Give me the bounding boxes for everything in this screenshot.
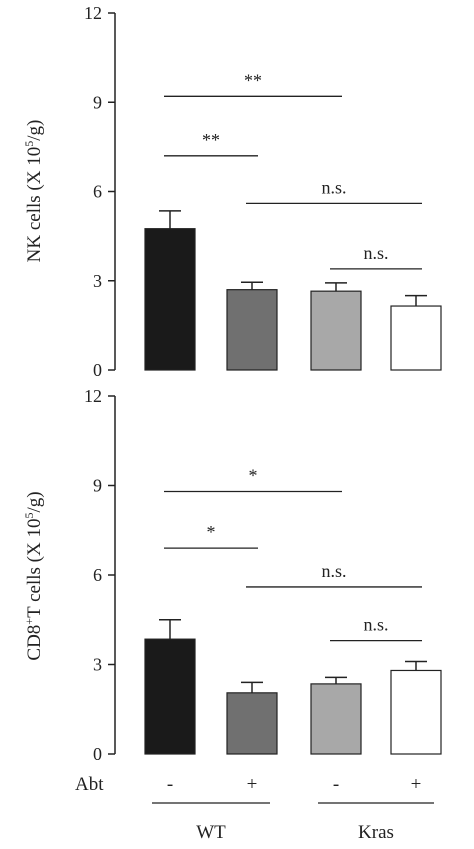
cd8-ylabel-sup: 5 — [22, 513, 36, 519]
nk-ylabel-prefix: NK cells (X 10 — [24, 147, 45, 263]
nk-ylabel-suffix: /g) — [24, 120, 45, 141]
cd8-bar-0 — [144, 638, 196, 755]
cd8-ylabel-sup1: + — [22, 618, 36, 625]
group-label-0: WT — [196, 822, 226, 843]
cd8-ytick-label-2: 6 — [93, 565, 102, 585]
cd8-ylabel-mid: T cells (X 10 — [24, 519, 45, 618]
nk-ytick-label-4: 12 — [84, 3, 102, 23]
nk-cells-panel: NK cells (X 105/g) 0 3 6 9 12 ** ** n.s. n.s. — [22, 3, 442, 380]
cd8-ytick-label-3: 9 — [93, 476, 102, 496]
x-axis-labels: Abt - + - + WT Kras — [75, 774, 434, 843]
cd8-ytick-label-1: 3 — [93, 655, 102, 675]
nk-ylabel-sup: 5 — [22, 141, 36, 147]
cd8-sig-label-1: * — [207, 522, 216, 542]
treatment-label-3: + — [411, 774, 422, 795]
nk-ylabel: NK cells (X 105/g) — [22, 120, 45, 263]
group-label-1: Kras — [358, 822, 394, 843]
cd8-ylabel: CD8+T cells (X 105/g) — [22, 491, 45, 660]
cd8-bar-1 — [226, 692, 278, 755]
cd8-bar-3 — [390, 669, 442, 755]
cd8-ytick-label-0: 0 — [93, 744, 102, 764]
nk-sig-label-3: n.s. — [363, 243, 388, 263]
nk-bar-2 — [310, 290, 362, 371]
nk-sig-label-1: ** — [202, 130, 220, 150]
cd8-ytick-label-4: 12 — [84, 386, 102, 406]
nk-sig-label-2: n.s. — [321, 177, 346, 197]
cd8-sig-label-3: n.s. — [363, 615, 388, 635]
nk-bar-0 — [144, 228, 196, 371]
nk-ytick-label-2: 6 — [93, 182, 102, 202]
abt-row-label: Abt — [75, 774, 104, 795]
cd8-sig-label-2: n.s. — [321, 561, 346, 581]
cd8-ylabel-prefix: CD8 — [24, 625, 45, 661]
cd8-sig-label-0: * — [249, 465, 258, 485]
nk-ytick-label-3: 9 — [93, 92, 102, 112]
nk-ytick-label-0: 0 — [93, 360, 102, 380]
cd8-bar-2 — [310, 683, 362, 755]
nk-bar-3 — [390, 305, 442, 371]
nk-sig-label-0: ** — [244, 70, 262, 90]
nk-bar-1 — [226, 289, 278, 371]
cd8-ylabel-suffix: /g) — [24, 491, 45, 512]
nk-ytick-label-1: 3 — [93, 271, 102, 291]
treatment-label-0: - — [167, 774, 173, 795]
cd8-tcells-panel: CD8+T cells (X 105/g) 0 3 6 9 12 * * n.s. n.s. — [22, 386, 442, 764]
treatment-label-1: + — [247, 774, 258, 795]
treatment-label-2: - — [333, 774, 339, 795]
